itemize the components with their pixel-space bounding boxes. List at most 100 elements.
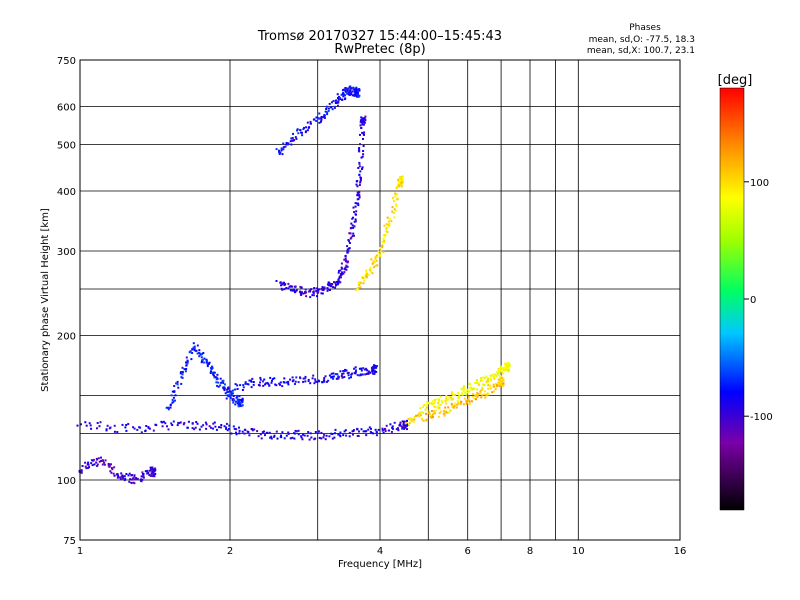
data-point: [287, 383, 290, 386]
data-point: [125, 473, 128, 475]
data-point: [248, 379, 251, 382]
data-point: [431, 400, 434, 403]
data-point: [395, 187, 398, 190]
data-point: [368, 426, 371, 429]
data-point: [358, 283, 361, 286]
data-point: [482, 383, 485, 386]
data-point: [223, 383, 226, 386]
data-point: [505, 364, 508, 367]
data-point: [358, 148, 361, 151]
data-point: [340, 375, 343, 377]
colorbar: [719, 87, 745, 511]
data-point: [474, 382, 477, 384]
data-point: [242, 386, 245, 389]
data-point: [88, 422, 91, 425]
data-point: [452, 393, 455, 396]
data-point: [372, 369, 374, 372]
data-point: [370, 268, 373, 271]
data-point: [335, 377, 338, 380]
data-point: [290, 137, 293, 140]
data-point: [290, 143, 293, 146]
data-point: [201, 358, 204, 361]
x-axis-label: Frequency [MHz]: [338, 559, 422, 570]
data-point: [401, 420, 404, 423]
data-point: [346, 92, 349, 95]
data-point: [340, 266, 343, 269]
data-point: [411, 418, 414, 421]
data-point: [412, 420, 415, 423]
data-point: [458, 402, 461, 405]
data-point: [220, 426, 222, 429]
data-point: [359, 121, 362, 124]
data-point: [338, 96, 341, 99]
data-point: [338, 275, 341, 278]
data-point: [462, 389, 465, 392]
data-point: [241, 398, 244, 401]
data-point: [359, 180, 362, 183]
data-point: [318, 436, 321, 439]
data-point: [375, 365, 378, 368]
data-point: [278, 382, 281, 385]
data-point: [317, 288, 319, 291]
data-point: [216, 373, 219, 376]
data-point: [110, 467, 113, 470]
data-point: [295, 289, 298, 292]
data-point: [234, 403, 237, 406]
data-point: [463, 388, 466, 391]
data-point: [299, 129, 302, 132]
data-point: [283, 377, 286, 380]
data-point: [236, 394, 239, 397]
data-point: [307, 380, 310, 383]
data-point: [354, 91, 357, 94]
data-point: [322, 287, 325, 290]
data-point: [371, 272, 374, 275]
data-point: [406, 419, 408, 422]
data-point: [457, 392, 460, 394]
data-point: [151, 475, 154, 478]
data-point: [263, 430, 265, 433]
data-point: [361, 155, 364, 158]
data-point: [312, 374, 315, 377]
data-point: [504, 362, 507, 365]
data-point: [322, 379, 325, 382]
data-point: [351, 94, 354, 97]
data-point: [280, 284, 282, 287]
data-point: [291, 436, 294, 439]
data-point: [471, 396, 474, 398]
data-point: [434, 401, 436, 404]
data-point: [330, 106, 332, 109]
data-point: [358, 196, 361, 199]
data-point: [374, 428, 377, 431]
data-point: [320, 292, 323, 295]
data-point: [357, 95, 360, 98]
data-point: [483, 390, 486, 393]
data-point: [189, 351, 192, 354]
data-point: [465, 399, 468, 402]
data-point: [273, 435, 276, 438]
data-point: [459, 402, 462, 405]
data-point: [499, 382, 502, 385]
data-point: [278, 151, 281, 154]
data-point: [347, 371, 350, 374]
data-point: [366, 372, 369, 375]
data-point: [185, 361, 187, 364]
data-point: [299, 377, 302, 380]
data-point: [346, 372, 349, 375]
data-point: [499, 375, 501, 377]
data-point: [393, 421, 396, 424]
data-point: [385, 228, 387, 231]
data-point: [366, 273, 369, 276]
data-point: [359, 286, 362, 289]
data-point: [495, 385, 498, 388]
data-point: [172, 420, 175, 423]
data-point: [346, 251, 349, 254]
data-point: [354, 289, 357, 291]
data-point: [478, 384, 481, 387]
data-point: [361, 118, 364, 121]
data-point: [323, 117, 326, 119]
colorbar-label: [deg]: [718, 73, 753, 88]
data-point: [472, 388, 475, 391]
data-point: [405, 424, 408, 427]
data-point: [165, 406, 168, 409]
